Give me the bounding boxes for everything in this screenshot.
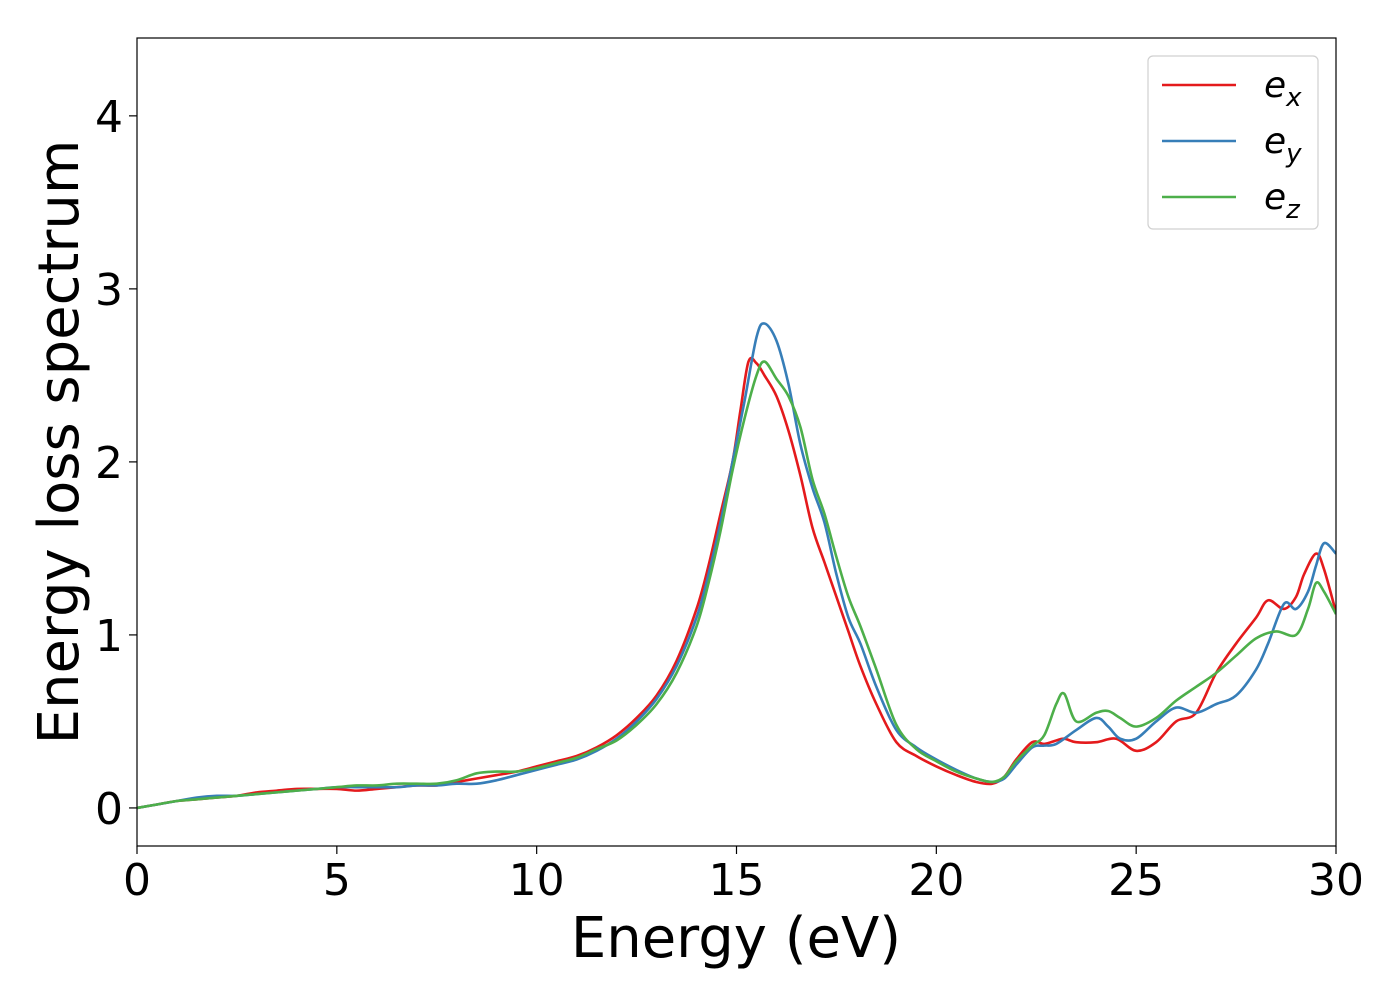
series-line-y — [137, 322, 1336, 810]
series-layer — [137, 322, 1336, 810]
x-tick-label: 5 — [323, 855, 351, 906]
x-tick-label: 25 — [1108, 855, 1164, 906]
x-tick-label: 0 — [123, 855, 151, 906]
legend-label-y: ey — [1264, 121, 1302, 169]
x-axis-label: Energy (eV) — [571, 906, 901, 971]
x-tick-label: 20 — [908, 855, 964, 906]
series-line-x — [137, 356, 1336, 810]
y-tick-label: 1 — [95, 611, 123, 662]
y-tick-label: 0 — [95, 784, 123, 835]
x-axis: 0 5 10 15 20 25 30 — [123, 846, 1364, 906]
legend-label-base: e — [1264, 177, 1286, 218]
x-tick-label: 15 — [709, 855, 765, 906]
legend-label-z: ez — [1264, 177, 1301, 225]
y-axis-label: Energy loss spectrum — [27, 140, 92, 745]
y-tick-label: 3 — [95, 265, 123, 316]
legend-box — [1147, 55, 1319, 230]
y-axis: 0 1 2 3 4 — [95, 92, 137, 835]
legend-label-subscript: y — [1285, 139, 1302, 169]
x-tick-label: 30 — [1308, 855, 1364, 906]
legend-label-base: e — [1264, 65, 1286, 106]
legend-label-subscript: z — [1285, 195, 1301, 225]
legend-label-subscript: x — [1285, 83, 1302, 113]
legend-label-x: ex — [1264, 65, 1302, 113]
y-tick-label: 4 — [95, 92, 123, 143]
y-tick-label: 2 — [95, 438, 123, 489]
series-line-z — [137, 360, 1336, 810]
legend-label-base: e — [1264, 121, 1286, 162]
x-tick-label: 10 — [509, 855, 565, 906]
